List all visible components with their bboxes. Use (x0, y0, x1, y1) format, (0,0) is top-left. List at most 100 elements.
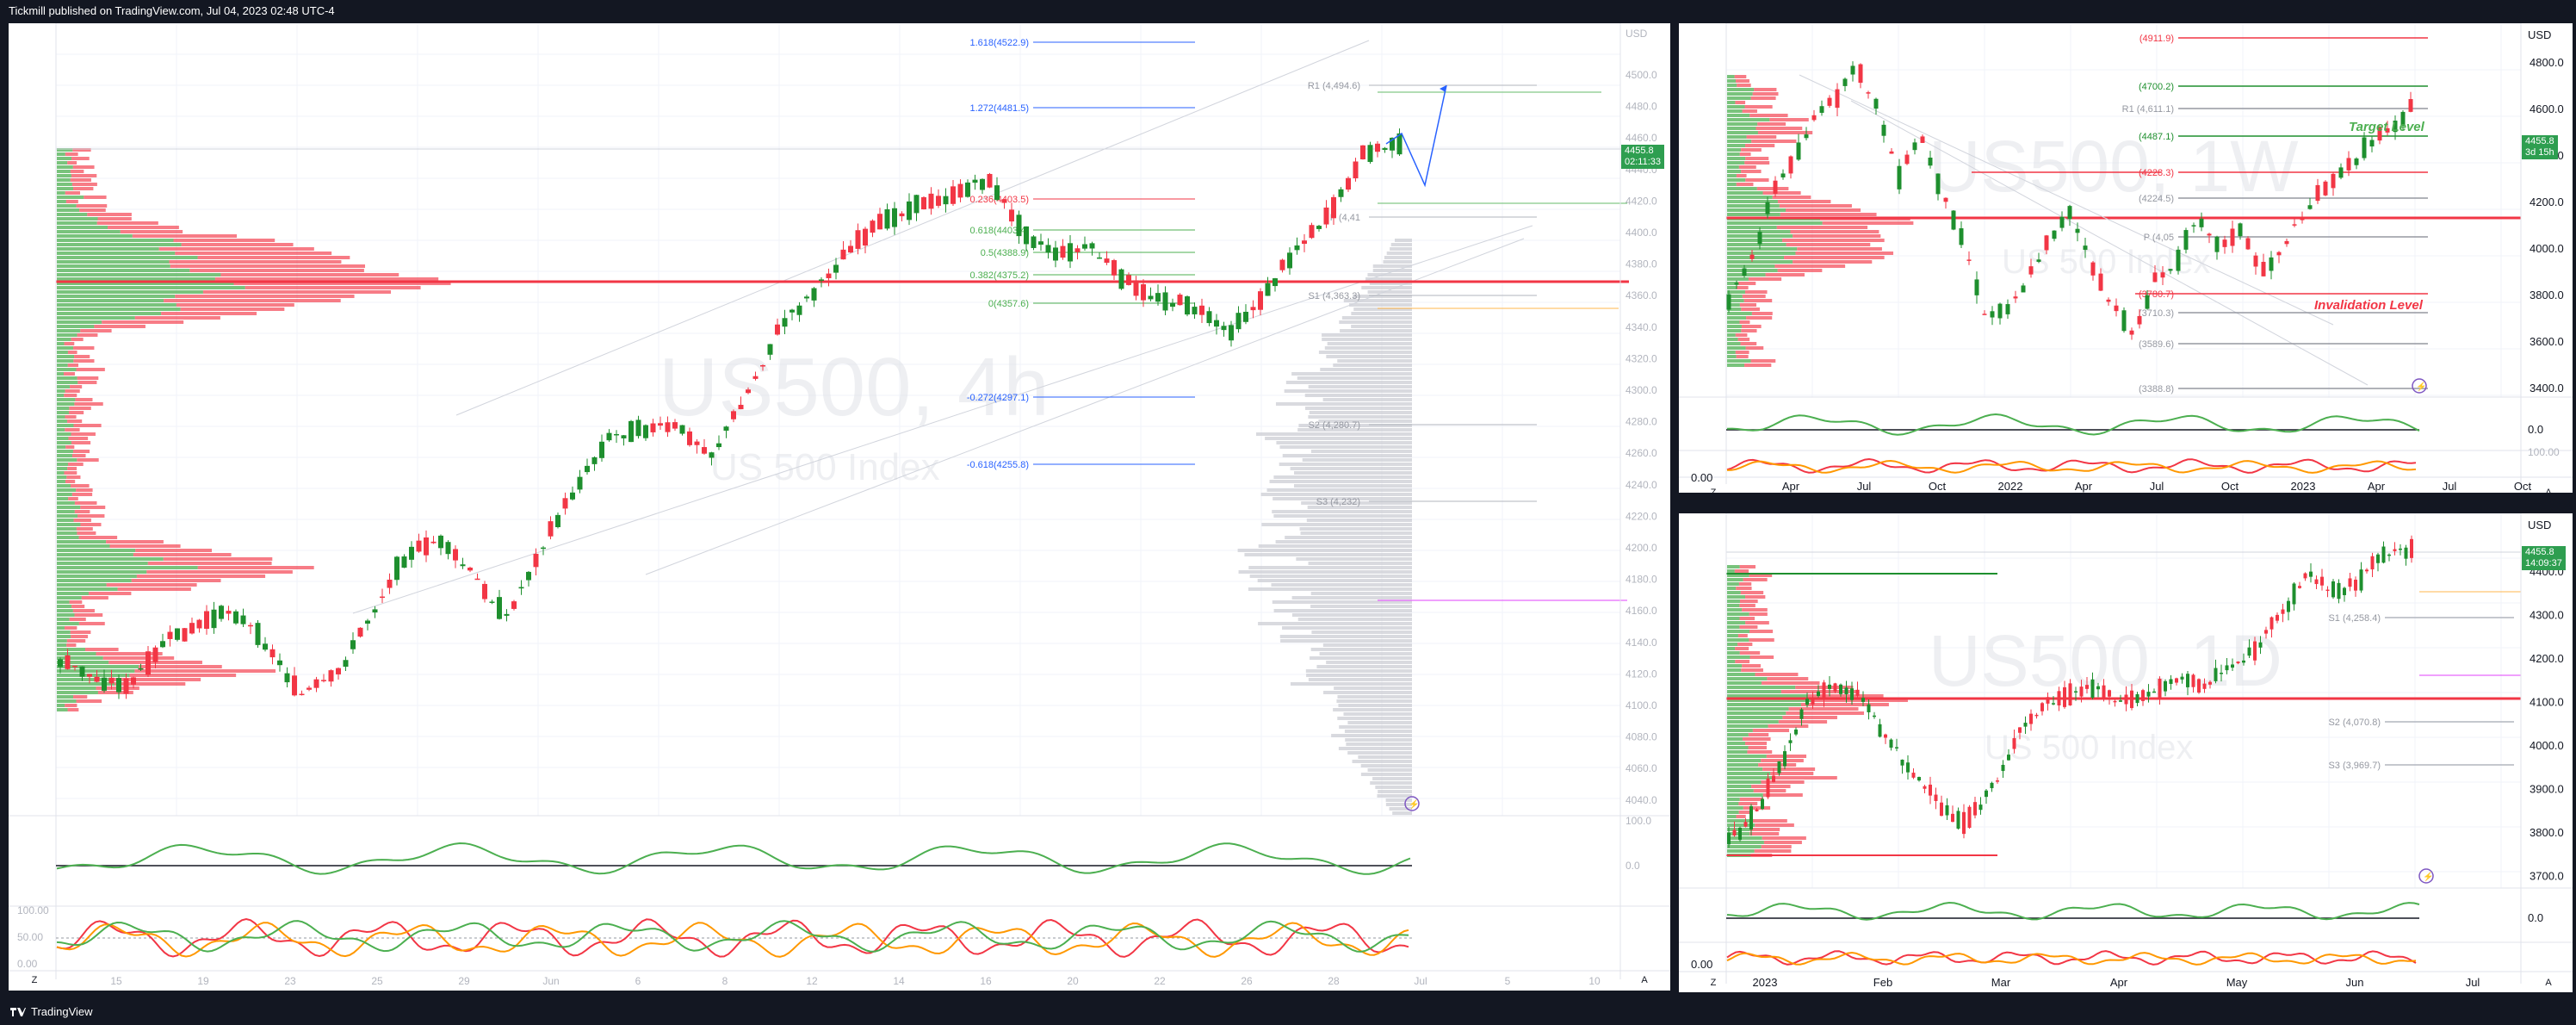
time-axis[interactable]: 15 19 23 25 29 Jun 6 8 12 14 16 20 22 26 28 Jul 5 10 (110, 975, 1601, 987)
d-vp-buy (1727, 638, 1749, 642)
weekly-candle-body (1773, 180, 1778, 194)
daily-candle-body (2007, 755, 2010, 761)
daily-chart-svg[interactable]: US500, 1D US 500 Index S1 (4,258.4)S2 (4… (1679, 513, 2573, 992)
hist-bar (1333, 363, 1412, 367)
main-candle-body (94, 676, 100, 682)
daily-candle-body (2225, 665, 2229, 671)
d-vp-sell (1740, 591, 1764, 594)
daily-candle-body (2298, 586, 2301, 588)
main-vp-buy (57, 536, 79, 539)
main-candle-body (343, 660, 349, 668)
daily-zoom-reset-button[interactable]: Z (1710, 978, 1717, 988)
main-candle-body (1112, 260, 1117, 276)
d-vp-sell (1754, 849, 1792, 853)
daily-candle-body (2365, 569, 2369, 572)
main-vp-buy (57, 557, 164, 561)
d-vp-buy (1727, 668, 1742, 672)
main-vp-buy (57, 527, 77, 531)
hist-bar (1322, 398, 1412, 401)
main-vp-sell (77, 531, 96, 535)
stoch-signal (56, 920, 1409, 953)
daily-candle-body (2393, 549, 2397, 551)
daily-candle-body (1956, 811, 1960, 829)
main-vp-buy (57, 415, 65, 419)
main-candle-body (1053, 247, 1058, 261)
w-vp-sell (1735, 101, 1746, 104)
main-vp-buy (57, 342, 65, 345)
d-vp-buy (1727, 733, 1749, 736)
weekly-auto-scale-button[interactable]: A (2545, 488, 2552, 493)
main-candle-body (102, 677, 107, 691)
main-candle-body (1273, 278, 1278, 287)
hist-bar (1290, 467, 1412, 470)
weekly-watermark-symbol: US500, 1W (1929, 126, 2299, 207)
main-chart-panel[interactable]: US500, 4h US 500 Index 1.618(4522.9) 1.27… (9, 23, 1670, 991)
main-vp-buy (57, 320, 102, 324)
daily-candle-body (2057, 691, 2061, 705)
w-vp-sell (1742, 295, 1766, 298)
d-vp-sell (1751, 819, 1787, 823)
zoom-reset-button[interactable]: Z (31, 975, 38, 985)
main-candle-body (987, 173, 993, 188)
daily-time-axis[interactable]: 2023 Feb Mar Apr May Jun Jul (1753, 976, 2480, 989)
footer-bar: TradingView (0, 999, 2576, 1025)
hist-bar (1392, 811, 1412, 815)
weekly-lightning-icon[interactable] (2412, 378, 2427, 394)
d-vp-sell (1761, 780, 1805, 784)
weekly-zoom-reset-button[interactable]: Z (1710, 488, 1717, 493)
main-candle-body (1133, 280, 1139, 296)
price-axis[interactable]: 4500.04480.04460.04440.04420.04400.04380… (1625, 69, 1657, 806)
d-vp-buy (1727, 621, 1746, 624)
main-candle-body (226, 611, 232, 614)
weekly-candle-body (2362, 137, 2367, 158)
daily-candle-body (1973, 802, 1977, 816)
main-vp-sell (96, 221, 158, 225)
weekly-rsi-line (1726, 413, 2420, 436)
d-vp-sell (1738, 582, 1752, 586)
d-vp-sell (1749, 630, 1774, 633)
weekly-chart-svg[interactable]: US500, 1W US 500 Index (4911.9) (4700.2) R… (1679, 23, 2573, 493)
w-vp-sell (1765, 273, 1805, 276)
main-candle-body (599, 441, 604, 458)
weekly-candle-body (1974, 279, 1979, 295)
main-vp-sell (175, 252, 332, 255)
d-vp-buy (1727, 569, 1735, 573)
main-vp-sell (189, 269, 364, 272)
main-vp-sell (65, 428, 80, 432)
daily-candle-body (1811, 697, 1815, 705)
main-vp-sell (114, 682, 186, 686)
lightning-icon[interactable] (1404, 796, 1420, 811)
weekly-candle-body (2284, 240, 2289, 245)
main-vp-sell (66, 639, 86, 643)
daily-candle-body (2046, 697, 2050, 704)
d-vp-sell (1762, 836, 1806, 840)
weekly-time-axis[interactable]: Apr Jul Oct 2022 Apr Jul Oct 2023 Apr Jul Oct (1782, 480, 2532, 493)
daily-price-axis[interactable]: 4400.04300.04200.04100.04000.03900.03800… (2530, 565, 2564, 883)
daily-candle-body (1900, 759, 1904, 766)
main-candle-body (248, 624, 253, 627)
weekly-price-tag: 4455.8 3d 15h (2522, 135, 2558, 159)
w-vp-buy (1727, 75, 1735, 78)
fib-level-label: 0.5(4388.9) (981, 248, 1029, 258)
w-vp-buy (1727, 277, 1749, 281)
daily-lightning-icon[interactable] (2418, 868, 2434, 884)
daily-stoch: 0.00 (1691, 950, 2417, 971)
main-vp-buy (57, 544, 110, 548)
weekly-price-axis[interactable]: 4800.04600.04400.04200.04000.03800.03600… (2530, 56, 2564, 394)
invalidation-level-label: Invalidation Level (2314, 298, 2424, 313)
hist-bar (1269, 480, 1412, 483)
main-chart-svg[interactable]: US500, 4h US 500 Index 1.618(4522.9) 1.27… (9, 23, 1670, 991)
d-vp-sell (1745, 621, 1769, 624)
auto-scale-button[interactable]: A (1641, 975, 1648, 985)
daily-auto-scale-button[interactable]: A (2545, 978, 2552, 988)
w-vp-buy (1727, 221, 1823, 225)
hist-bar (1261, 523, 1412, 526)
daily-chart-panel[interactable]: US500, 1D US 500 Index S1 (4,258.4) S2 (4… (1679, 513, 2573, 992)
weekly-candle-body (2028, 266, 2034, 275)
main-candle-body (1243, 311, 1248, 322)
w-vp-sell (1750, 96, 1776, 100)
weekly-time-tick: Apr (2075, 480, 2093, 493)
weekly-chart-panel[interactable]: US500, 1W US 500 Index (4911.9) (4700.2) R… (1679, 23, 2573, 493)
main-vp-buy (57, 174, 71, 177)
w-vp-sell (1780, 213, 1877, 216)
